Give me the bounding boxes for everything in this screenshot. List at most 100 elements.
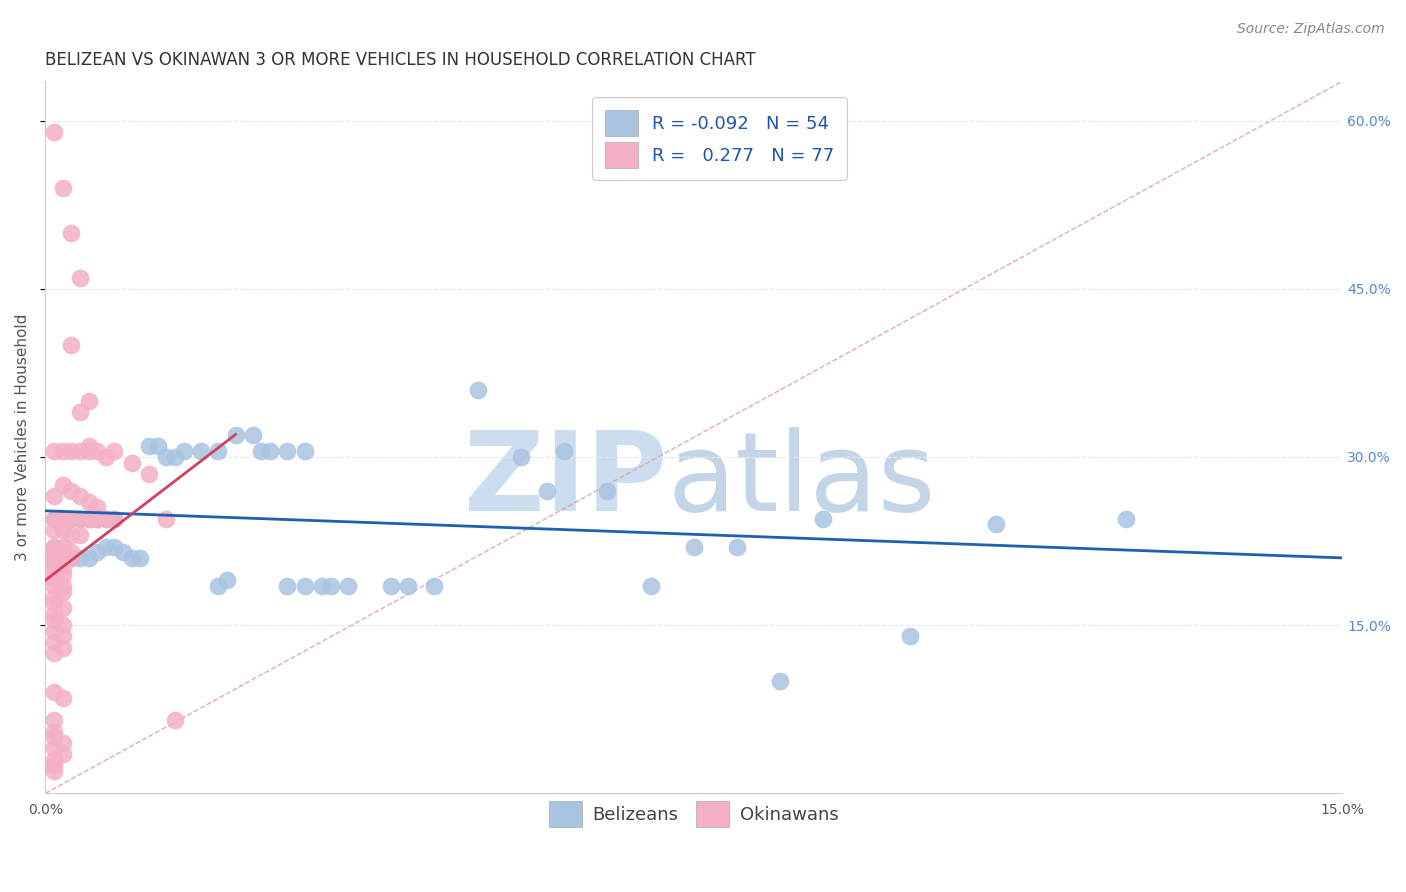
Point xyxy=(69,270,91,285)
Point xyxy=(42,724,65,739)
Point xyxy=(86,444,108,458)
Point xyxy=(121,456,143,470)
Point xyxy=(42,444,65,458)
Point xyxy=(77,495,100,509)
Point xyxy=(553,444,575,458)
Point xyxy=(42,574,65,588)
Point xyxy=(250,444,273,458)
Point xyxy=(42,741,65,756)
Point xyxy=(259,444,281,458)
Point xyxy=(52,584,75,599)
Point xyxy=(276,579,298,593)
Point xyxy=(60,483,83,498)
Point xyxy=(42,489,65,503)
Point xyxy=(60,338,83,352)
Point xyxy=(42,523,65,537)
Point xyxy=(138,439,160,453)
Point xyxy=(42,562,65,576)
Point xyxy=(155,450,177,464)
Point xyxy=(52,601,75,615)
Point xyxy=(60,444,83,458)
Point xyxy=(380,579,402,593)
Point xyxy=(52,444,75,458)
Point xyxy=(42,550,65,565)
Point xyxy=(224,427,246,442)
Y-axis label: 3 or more Vehicles in Household: 3 or more Vehicles in Household xyxy=(15,314,30,561)
Point xyxy=(42,590,65,604)
Point xyxy=(86,511,108,525)
Point xyxy=(52,579,75,593)
Point xyxy=(163,714,186,728)
Point xyxy=(42,731,65,745)
Point xyxy=(42,607,65,621)
Point xyxy=(42,511,65,525)
Point xyxy=(86,511,108,525)
Point xyxy=(898,629,921,643)
Point xyxy=(294,444,316,458)
Point xyxy=(94,511,117,525)
Point xyxy=(986,517,1008,532)
Point xyxy=(138,467,160,481)
Point xyxy=(86,545,108,559)
Point xyxy=(94,450,117,464)
Point xyxy=(42,545,65,559)
Point xyxy=(103,444,125,458)
Point xyxy=(60,545,83,559)
Point xyxy=(69,550,91,565)
Point xyxy=(725,540,748,554)
Point xyxy=(52,736,75,750)
Point xyxy=(52,511,75,525)
Point xyxy=(215,574,238,588)
Point xyxy=(42,125,65,139)
Legend: Belizeans, Okinawans: Belizeans, Okinawans xyxy=(541,794,846,834)
Point xyxy=(52,545,75,559)
Point xyxy=(121,550,143,565)
Point xyxy=(42,567,65,582)
Point xyxy=(42,714,65,728)
Point xyxy=(69,511,91,525)
Point xyxy=(146,439,169,453)
Point xyxy=(69,489,91,503)
Point xyxy=(60,550,83,565)
Point xyxy=(129,550,152,565)
Point xyxy=(42,596,65,610)
Point xyxy=(103,540,125,554)
Point xyxy=(42,511,65,525)
Point xyxy=(396,579,419,593)
Point xyxy=(69,405,91,419)
Point xyxy=(69,511,91,525)
Point xyxy=(112,545,135,559)
Point xyxy=(42,613,65,627)
Point xyxy=(77,511,100,525)
Point xyxy=(769,674,792,689)
Point xyxy=(207,579,229,593)
Point xyxy=(509,450,531,464)
Point xyxy=(42,758,65,772)
Point xyxy=(423,579,446,593)
Point xyxy=(467,383,489,397)
Point xyxy=(60,550,83,565)
Point xyxy=(77,444,100,458)
Point xyxy=(1115,511,1137,525)
Point xyxy=(60,528,83,542)
Point xyxy=(52,567,75,582)
Point xyxy=(69,528,91,542)
Point xyxy=(242,427,264,442)
Point xyxy=(52,691,75,706)
Text: atlas: atlas xyxy=(668,426,936,533)
Point xyxy=(163,450,186,464)
Point xyxy=(42,624,65,638)
Text: Source: ZipAtlas.com: Source: ZipAtlas.com xyxy=(1237,22,1385,37)
Point xyxy=(682,540,704,554)
Point xyxy=(42,764,65,778)
Point xyxy=(42,540,65,554)
Point xyxy=(42,753,65,767)
Point xyxy=(596,483,619,498)
Point xyxy=(536,483,558,498)
Point xyxy=(52,562,75,576)
Point xyxy=(77,393,100,408)
Point xyxy=(190,444,212,458)
Text: BELIZEAN VS OKINAWAN 3 OR MORE VEHICLES IN HOUSEHOLD CORRELATION CHART: BELIZEAN VS OKINAWAN 3 OR MORE VEHICLES … xyxy=(45,51,756,69)
Point xyxy=(294,579,316,593)
Point xyxy=(69,444,91,458)
